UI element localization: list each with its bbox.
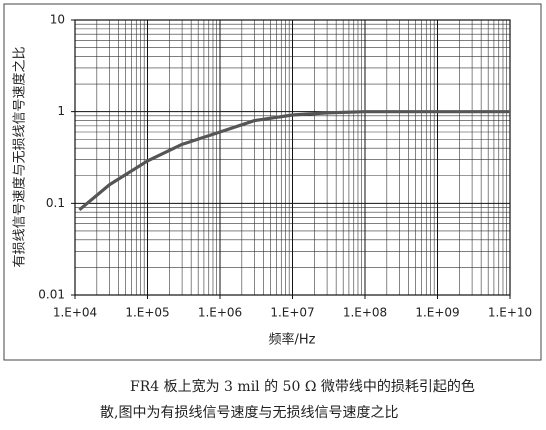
plot-frame — [74, 19, 511, 296]
x-tick-label: 1.E+06 — [198, 306, 242, 320]
x-tick-label: 1.E+08 — [343, 306, 387, 320]
x-tick-label: 1.E+05 — [125, 306, 169, 320]
x-tick-label: 1.E+10 — [488, 306, 532, 320]
chart-frame — [3, 3, 542, 361]
data-line — [78, 110, 510, 212]
y-tick-label: 0.1 — [46, 196, 65, 210]
x-tick-label: 1.E+07 — [270, 306, 314, 320]
x-tick-label: 1.E+09 — [415, 306, 459, 320]
y-tick-label: 0.01 — [38, 288, 65, 302]
x-tick-label: 1.E+04 — [53, 306, 97, 320]
caption-line: 散,图中为有损线信号速度与无损线信号速度之比 — [100, 405, 398, 421]
y-tick-label: 10 — [50, 13, 65, 27]
x-axis-label: 频率/Hz — [269, 332, 316, 348]
y-tick-label: 1 — [57, 104, 65, 118]
caption-line: FR4 板上宽为 3 mil 的 50 Ω 微带线中的损耗引起的色 — [130, 378, 475, 395]
y-axis-label: 有损线信号速度与无损线信号速度之比 — [12, 46, 28, 267]
